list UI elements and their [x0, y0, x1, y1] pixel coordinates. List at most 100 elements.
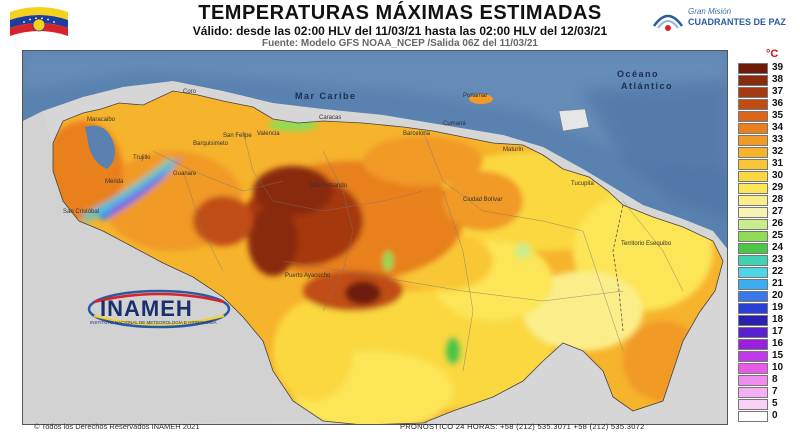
- legend-item: 5: [736, 398, 798, 410]
- legend-item: 22: [736, 266, 798, 278]
- temperature-map: Mar Caribe Océano Atlántico Territorio E…: [22, 50, 728, 425]
- city-label: Maracaibo: [87, 117, 116, 123]
- temp-zone: [523, 271, 643, 351]
- legend-label: 35: [772, 110, 784, 121]
- legend-item: 24: [736, 242, 798, 254]
- margarita-island: [469, 94, 493, 104]
- city-label: Barcelona: [403, 131, 431, 137]
- legend-label: 24: [772, 242, 784, 253]
- neighbor-land: [23, 111, 323, 424]
- legend-item: 21: [736, 278, 798, 290]
- legend-item: 31: [736, 158, 798, 170]
- source-text: Fuente: Modelo GFS NOAA_NCEP /Salida 06Z…: [261, 38, 538, 49]
- legend-label: 30: [772, 170, 784, 181]
- legend-label: 16: [772, 338, 784, 349]
- temp-zone: [383, 251, 393, 271]
- legend-item: 39: [736, 62, 798, 74]
- legend-swatch: [738, 99, 768, 110]
- legend-swatch: [738, 255, 768, 266]
- mision-main-text: CUADRANTES DE PAZ: [688, 17, 786, 27]
- temp-zone: [80, 157, 177, 224]
- temp-zone: [273, 301, 353, 401]
- legend-item: 30: [736, 170, 798, 182]
- legend-swatch: [738, 291, 768, 302]
- temp-zone: [443, 171, 523, 231]
- city-label: Trujillo: [133, 155, 151, 161]
- city-label: Barquisimeto: [193, 141, 229, 147]
- page-title: TEMPERATURAS MÁXIMAS ESTIMADAS: [198, 2, 602, 24]
- legend-swatch: [738, 267, 768, 278]
- mision-cuadrantes-logo: Gran Misión CUADRANTES DE PAZ: [650, 4, 786, 38]
- legend-item: 37: [736, 86, 798, 98]
- temperature-legend: °C 39 38 37 36 35 34 33 32 31 30 29 28 27 26 25 24 23 22 2…: [736, 48, 798, 423]
- legend-label: 15: [772, 350, 784, 361]
- legend-swatch: [738, 279, 768, 290]
- map-canvas: [23, 51, 727, 424]
- legend-swatch: [738, 315, 768, 326]
- legend-swatch: [738, 147, 768, 158]
- legend-label: 19: [772, 302, 784, 313]
- copyright-text: © Todos los Derechos Reservados INAMEH 2…: [34, 422, 200, 431]
- legend-item: 29: [736, 182, 798, 194]
- legend-item: 34: [736, 122, 798, 134]
- legend-label: 39: [772, 62, 784, 73]
- legend-item: 36: [736, 98, 798, 110]
- legend-item: 16: [736, 338, 798, 350]
- legend-label: 31: [772, 158, 784, 169]
- inameh-logo: INAMEH INSTITUTO NACIONAL DE METEOROLOGÍ…: [84, 288, 234, 334]
- mision-top-text: Gran Misión: [688, 7, 732, 16]
- legend-swatch: [738, 75, 768, 86]
- legend-swatch: [738, 231, 768, 242]
- legend-label: 5: [772, 398, 778, 409]
- legend-label: 37: [772, 86, 784, 97]
- inameh-swoosh-icon: [87, 289, 231, 329]
- city-label: San Cristóbal: [63, 209, 100, 215]
- city-label: Caracas: [319, 115, 342, 121]
- venezuela-coat-of-arms-icon: [10, 7, 68, 36]
- legend-item: 20: [736, 290, 798, 302]
- temp-zone: [345, 281, 381, 305]
- legend-swatch: [738, 111, 768, 122]
- city-label: San Fernando: [309, 183, 348, 189]
- legend-swatch: [738, 363, 768, 374]
- caribbean-sea-label: Mar Caribe: [295, 91, 357, 101]
- city-label: Ciudad Bolívar: [463, 197, 503, 203]
- legend-swatch: [738, 195, 768, 206]
- legend-swatch: [738, 159, 768, 170]
- sea-shading: [23, 51, 727, 171]
- city-label: Tucupita: [571, 181, 594, 187]
- city-label: Maturín: [503, 147, 524, 153]
- legend-swatch: [738, 63, 768, 74]
- city-label: San Felipe: [223, 133, 252, 139]
- legend-swatch: [738, 219, 768, 230]
- legend-item: 10: [736, 362, 798, 374]
- temp-zone: [515, 243, 531, 259]
- temp-zone: [253, 166, 333, 216]
- legend-item: 32: [736, 146, 798, 158]
- legend-label: 0: [772, 410, 778, 421]
- legend-item: 26: [736, 218, 798, 230]
- legend-swatch: [738, 387, 768, 398]
- legend-swatch: [738, 87, 768, 98]
- temp-zone: [445, 337, 461, 365]
- temp-zone: [248, 206, 298, 276]
- legend-item: 8: [736, 374, 798, 386]
- legend-item: 35: [736, 110, 798, 122]
- country-outline: [52, 90, 724, 424]
- legend-label: 29: [772, 182, 784, 193]
- inameh-text: INAMEH: [100, 296, 193, 321]
- legend-unit: °C: [766, 48, 779, 60]
- legend-swatch: [738, 339, 768, 350]
- legend-label: 36: [772, 98, 784, 109]
- legend-label: 32: [772, 146, 784, 157]
- legend-label: 38: [772, 74, 784, 85]
- state-borders: [152, 130, 684, 372]
- legend-label: 17: [772, 326, 784, 337]
- temp-zone: [363, 136, 483, 186]
- validity-text: Válido: desde las 02:00 HLV del 11/03/21…: [192, 24, 608, 38]
- legend-swatch: [738, 411, 768, 422]
- legend-item: 25: [736, 230, 798, 242]
- trinidad-island: [558, 108, 590, 132]
- atlantic-ocean-label: Océano: [617, 69, 660, 79]
- legend-item: 18: [736, 314, 798, 326]
